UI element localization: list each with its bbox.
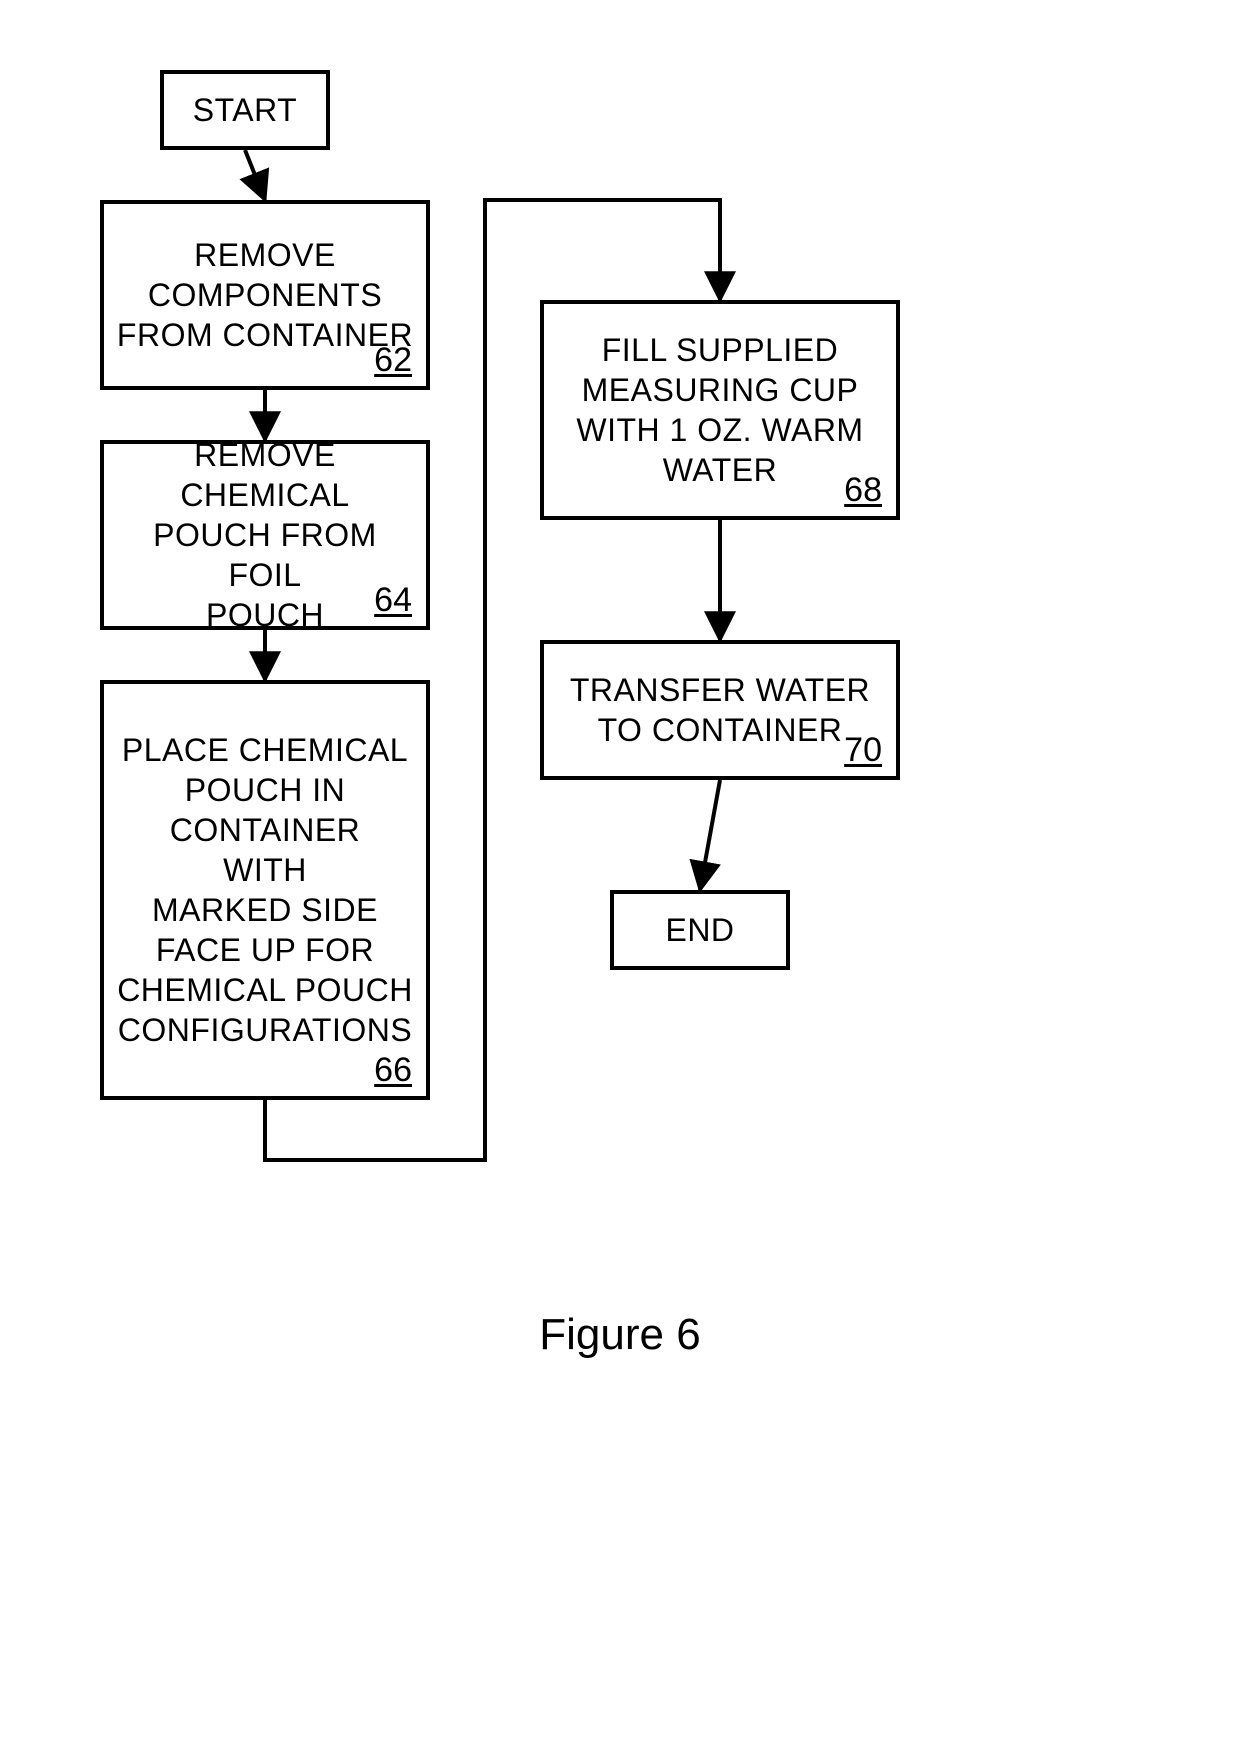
node-62: REMOVE COMPONENTS FROM CONTAINER 62 xyxy=(100,200,430,390)
node-68-ref: 68 xyxy=(844,471,882,510)
node-64-ref: 64 xyxy=(374,581,412,620)
node-70-ref: 70 xyxy=(844,731,882,770)
flowchart-canvas: START REMOVE COMPONENTS FROM CONTAINER 6… xyxy=(0,0,1240,1759)
node-62-ref: 62 xyxy=(374,341,412,380)
figure-caption: Figure 6 xyxy=(0,1310,1240,1360)
node-end-text: END xyxy=(624,910,776,950)
node-64-text: REMOVE CHEMICAL POUCH FROM FOIL POUCH xyxy=(114,435,416,635)
node-70: TRANSFER WATER TO CONTAINER 70 xyxy=(540,640,900,780)
node-62-text: REMOVE COMPONENTS FROM CONTAINER xyxy=(114,235,416,355)
node-70-text: TRANSFER WATER TO CONTAINER xyxy=(554,670,886,750)
node-68: FILL SUPPLIED MEASURING CUP WITH 1 OZ. W… xyxy=(540,300,900,520)
node-end: END xyxy=(610,890,790,970)
node-68-text: FILL SUPPLIED MEASURING CUP WITH 1 OZ. W… xyxy=(554,330,886,490)
node-start-text: START xyxy=(174,90,316,130)
node-64: REMOVE CHEMICAL POUCH FROM FOIL POUCH 64 xyxy=(100,440,430,630)
node-start: START xyxy=(160,70,330,150)
node-66-text: PLACE CHEMICAL POUCH IN CONTAINER WITH M… xyxy=(114,730,416,1050)
node-66-ref: 66 xyxy=(374,1051,412,1090)
node-66: PLACE CHEMICAL POUCH IN CONTAINER WITH M… xyxy=(100,680,430,1100)
